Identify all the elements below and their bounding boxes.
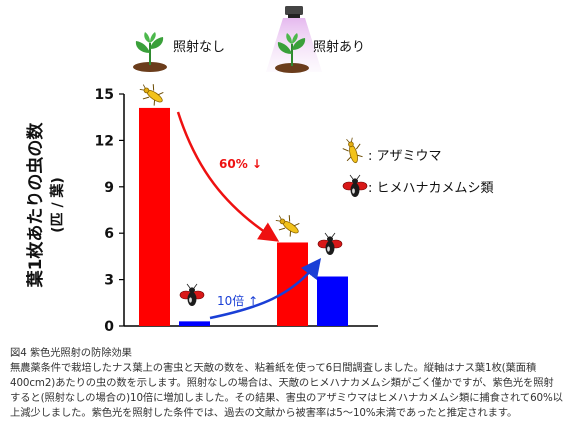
pirate-bug-icon [342, 174, 368, 198]
legend-label-thrips: : アザミウマ [368, 149, 442, 164]
svg-text:(匹 / 葉): (匹 / 葉) [49, 177, 66, 233]
legend-label-pirate-bug: : ヒメハナカメムシ類 [368, 181, 494, 196]
caption-line: 無農薬条件で栽培したナス葉上の害虫と天敵の数を、粘着紙を使って6日間調査しました… [10, 362, 537, 374]
decrease-annotation: 60% ↓ [219, 157, 262, 171]
y-tick-label: 15 [95, 87, 114, 103]
increase-annotation: 10倍 ↑ [217, 293, 258, 308]
decrease-arrow [176, 111, 280, 242]
category-label-violet-light: 照射あり [313, 39, 365, 55]
figure-caption: 図4 紫色光照射の防除効果 無農薬条件で栽培したナス葉上の害虫と天敵の数を、粘着… [10, 346, 572, 421]
thrips-icon [271, 210, 304, 241]
caption-line: 400cm2)あたりの虫の数を示します。照射なしの場合は、天敵のヒメハナカメムシ… [10, 377, 554, 389]
chart: 照射なし 照射あり 葉1枚あたりの虫の数 (匹 / 葉) 0 3 6 9 12 15 : … [25, 6, 494, 335]
seedling-icon [132, 31, 168, 73]
y-tick-label: 9 [104, 180, 114, 196]
caption-line: 上減少しました。紫色光を照射した条件では、過去の文献から被害率は5〜10%未満で… [10, 407, 518, 419]
caption-title: 図4 紫色光照射の防除効果 [10, 347, 132, 359]
thrips-icon [340, 135, 366, 166]
bar-thrips-1 [277, 242, 308, 326]
y-tick-label: 6 [104, 226, 114, 242]
category-label-no-light: 照射なし [173, 39, 225, 55]
bar-thrips-0 [139, 107, 170, 326]
y-tick-label: 0 [104, 319, 114, 335]
y-axis-title: 葉1枚あたりの虫の数 [25, 122, 46, 289]
bar-pirate-bug-1 [317, 276, 348, 326]
svg-text:葉1枚あたりの虫の数: 葉1枚あたりの虫の数 [25, 122, 46, 289]
thrips-icon [135, 79, 168, 110]
caption-line: すると(照射なしの場合の)10倍に増加しました。その結果、害虫のアザミウマはヒメ… [10, 392, 563, 404]
pirate-bug-icon [179, 283, 205, 307]
pirate-bug-icon [317, 232, 343, 256]
y-tick-label: 3 [104, 273, 114, 289]
increase-arrow [209, 258, 322, 320]
bar-pirate-bug-0 [179, 321, 210, 326]
y-axis-unit: (匹 / 葉) [49, 177, 66, 233]
y-tick-label: 12 [95, 133, 114, 149]
